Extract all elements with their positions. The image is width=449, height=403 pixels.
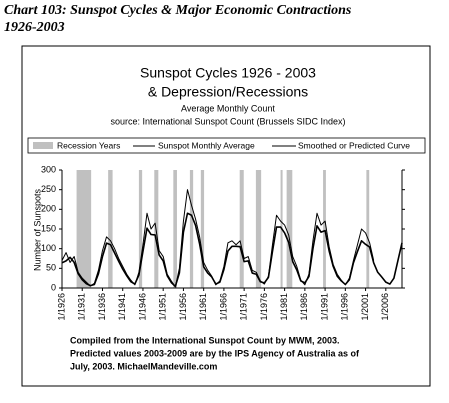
note: July, 2003. MichaelMandeville.com bbox=[70, 361, 217, 371]
x-tick-label: 1/1931 bbox=[77, 293, 87, 321]
chart-subtitle: Average Monthly Count bbox=[181, 103, 275, 113]
y-axis-label: Number of Sunspots bbox=[32, 188, 42, 271]
recession-band bbox=[323, 170, 326, 288]
x-tick-label: 1/1991 bbox=[319, 293, 329, 321]
legend-label: Smoothed or Predicted Curve bbox=[298, 140, 410, 150]
y-tick-label: 300 bbox=[41, 164, 56, 174]
legend-swatch bbox=[33, 142, 53, 149]
page-title-2: 1926-2003 bbox=[4, 20, 65, 35]
x-tick-label: 1/1981 bbox=[279, 293, 289, 321]
chart-source: source: International Sunspot Count (Bru… bbox=[110, 116, 345, 126]
x-tick-label: 1/1946 bbox=[137, 293, 147, 321]
legend-box bbox=[27, 137, 426, 154]
x-tick-label: 1/1996 bbox=[340, 293, 350, 321]
x-tick-label: 1/1976 bbox=[259, 293, 269, 321]
y-tick-label: 0 bbox=[51, 282, 56, 292]
x-tick-label: 1/1951 bbox=[158, 293, 168, 321]
x-tick-label: 1/1941 bbox=[117, 293, 127, 321]
recession-band bbox=[76, 170, 92, 288]
x-tick-label: 1/1966 bbox=[218, 293, 228, 321]
y-tick-label: 250 bbox=[41, 184, 56, 194]
x-tick-label: 1/2006 bbox=[380, 293, 390, 321]
chart-title-2: & Depression/Recessions bbox=[148, 84, 308, 100]
x-tick-label: 1/1926 bbox=[56, 293, 66, 321]
y-tick-label: 150 bbox=[41, 223, 56, 233]
y-tick-label: 50 bbox=[46, 263, 56, 273]
y-tick-label: 100 bbox=[41, 243, 56, 253]
x-tick-label: 1/1956 bbox=[178, 293, 188, 321]
x-tick-label: 1/2001 bbox=[360, 293, 370, 321]
recession-band bbox=[138, 170, 143, 288]
x-tick-label: 1/1986 bbox=[299, 293, 309, 321]
legend-label: Sunspot Monthly Average bbox=[158, 140, 255, 150]
x-tick-label: 1/1961 bbox=[198, 293, 208, 321]
note: Predicted values 2003-2009 are by the IP… bbox=[70, 348, 360, 358]
recession-band bbox=[108, 170, 113, 288]
y-tick-label: 200 bbox=[41, 204, 56, 214]
page-title: Chart 103: Sunspot Cycles & Major Econom… bbox=[4, 3, 352, 18]
recession-band bbox=[286, 170, 293, 288]
legend-label: Recession Years bbox=[57, 140, 120, 150]
recession-band bbox=[255, 170, 262, 288]
chart-frame bbox=[21, 45, 431, 387]
x-tick-label: 1/1971 bbox=[239, 293, 249, 321]
x-tick-label: 1/1936 bbox=[97, 293, 107, 321]
recession-band bbox=[366, 170, 370, 288]
recession-band bbox=[200, 170, 205, 288]
series-line bbox=[61, 212, 403, 288]
chart-title: Sunspot Cycles 1926 - 2003 bbox=[140, 65, 316, 81]
note: Compiled from the International Sunspot … bbox=[70, 335, 340, 345]
recession-band bbox=[173, 170, 177, 288]
recession-band bbox=[189, 170, 194, 288]
recession-band bbox=[239, 170, 244, 288]
